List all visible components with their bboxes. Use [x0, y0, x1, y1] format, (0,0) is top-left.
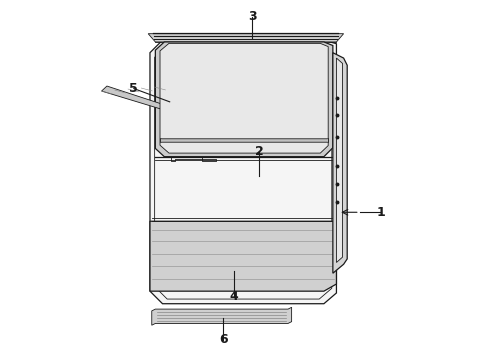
Polygon shape — [101, 86, 172, 111]
Text: 6: 6 — [219, 333, 228, 346]
Polygon shape — [333, 53, 347, 273]
Text: 1: 1 — [377, 206, 386, 219]
Polygon shape — [150, 40, 337, 304]
Text: 4: 4 — [230, 290, 239, 303]
Text: 3: 3 — [248, 10, 256, 23]
Polygon shape — [152, 307, 292, 325]
Polygon shape — [148, 34, 343, 42]
Polygon shape — [150, 221, 337, 291]
Text: 5: 5 — [129, 82, 138, 95]
Polygon shape — [337, 58, 343, 262]
Polygon shape — [155, 42, 333, 157]
Polygon shape — [160, 138, 328, 142]
Text: 2: 2 — [255, 145, 264, 158]
Polygon shape — [160, 43, 328, 153]
